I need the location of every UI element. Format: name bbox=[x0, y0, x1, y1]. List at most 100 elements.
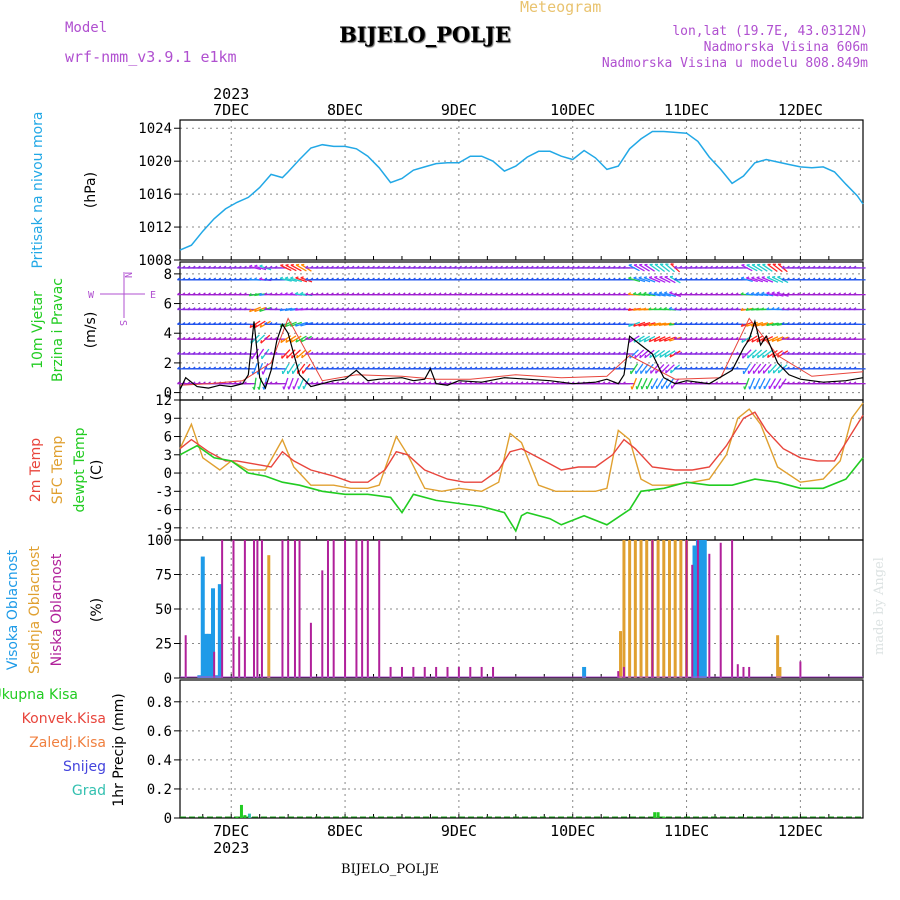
cloud-bar bbox=[736, 664, 739, 678]
wind-arrow-head bbox=[842, 366, 847, 370]
wind-arrow-head bbox=[361, 351, 365, 355]
wind-arrow-head bbox=[658, 306, 662, 310]
wind-arrow-head bbox=[301, 354, 304, 358]
wind-arrow-head bbox=[269, 351, 273, 355]
wind-arrow-head bbox=[679, 366, 683, 370]
wind-arrow-head bbox=[654, 276, 658, 278]
wind-arrow-head bbox=[494, 307, 498, 311]
wind-arrow-head bbox=[356, 307, 360, 311]
wind-arrow-head bbox=[817, 366, 821, 370]
wind-arrow bbox=[252, 362, 258, 375]
wind-arrow-head bbox=[305, 292, 309, 296]
wind-arrow-head bbox=[597, 381, 601, 385]
wind-arrow-head bbox=[591, 336, 596, 340]
wind-arrow-head bbox=[704, 351, 708, 355]
wind-arrow-head bbox=[302, 385, 305, 390]
wind-arrow-head bbox=[407, 307, 411, 311]
wind-arrow-head bbox=[279, 276, 284, 280]
wind-arrow-head bbox=[515, 322, 519, 325]
wind-arrow-head bbox=[228, 292, 232, 296]
wind-arrow-head bbox=[771, 338, 775, 342]
wind-arrow bbox=[664, 292, 676, 297]
wind-arrow-head bbox=[340, 381, 345, 385]
wind-arrow-head bbox=[668, 322, 672, 326]
wind-arrow-head bbox=[453, 292, 457, 296]
wind-arrow-head bbox=[207, 336, 211, 340]
wind-arrow-head bbox=[417, 381, 421, 385]
y-tick-label: 0 bbox=[164, 671, 172, 687]
wind-arrow-head bbox=[730, 381, 734, 385]
wind-arrow-head bbox=[684, 292, 688, 296]
wind-arrow-head bbox=[612, 307, 616, 311]
wind-arrow-head bbox=[622, 307, 626, 311]
y-tick-label: 0 bbox=[164, 466, 172, 482]
wind-speed-line bbox=[179, 319, 864, 390]
wind-arrow-head bbox=[709, 366, 713, 370]
wind-arrow-head bbox=[422, 277, 427, 281]
wind-arrow-head bbox=[791, 322, 795, 325]
wind-arrow-head bbox=[848, 366, 852, 370]
wind-arrow-head bbox=[197, 381, 201, 385]
wind-arrow-head bbox=[550, 381, 555, 385]
wind-arrow-head bbox=[709, 322, 713, 325]
wind-arrow-head bbox=[223, 277, 227, 281]
y-tick-label: 75 bbox=[155, 568, 172, 584]
wind-arrow-head bbox=[325, 292, 329, 296]
wind-arrow-head bbox=[361, 265, 365, 269]
wind-arrow bbox=[771, 276, 784, 284]
wind-arrow-head bbox=[228, 366, 232, 370]
wind-arrow-head bbox=[330, 381, 334, 385]
wind-arrow-head bbox=[638, 276, 642, 279]
wind-arrow-head bbox=[504, 277, 509, 281]
wind-arrow-head bbox=[269, 322, 273, 325]
wind-arrow-head bbox=[607, 277, 611, 281]
wind-arrow-head bbox=[371, 307, 375, 311]
wind-arrow-head bbox=[842, 381, 847, 385]
wind-arrow-head bbox=[714, 351, 719, 355]
wind-arrow-head bbox=[673, 277, 678, 281]
wind-arrow-head bbox=[315, 336, 319, 340]
wind-arrow-head bbox=[740, 292, 744, 295]
wind-arrow-head bbox=[530, 351, 534, 355]
wind-arrow-head bbox=[817, 351, 821, 355]
wind-arrow-head bbox=[305, 277, 309, 281]
wind-arrow-head bbox=[684, 351, 688, 355]
wind-arrow-head bbox=[407, 336, 411, 340]
wind-arrow-head bbox=[443, 336, 447, 340]
wind-arrow-head bbox=[366, 307, 370, 311]
wind-arrow-head bbox=[545, 381, 550, 385]
wind-arrow-head bbox=[751, 354, 754, 359]
wind-arrow-head bbox=[725, 336, 729, 340]
wind-arrow-head bbox=[243, 381, 247, 385]
wind-arrow-head bbox=[264, 336, 268, 340]
bottom-day-label: 12DEC bbox=[778, 822, 823, 840]
wind-arrow-head bbox=[504, 307, 509, 311]
wind-arrow-head bbox=[269, 292, 273, 296]
wind-arrow-head bbox=[387, 277, 391, 281]
wind-arrow-head bbox=[397, 336, 401, 340]
y-tick-label: -3 bbox=[155, 484, 172, 500]
precip-bar bbox=[653, 812, 657, 818]
wind-arrow-head bbox=[786, 322, 790, 325]
wind-arrow-head bbox=[387, 351, 391, 355]
wind-arrow bbox=[751, 277, 764, 283]
wind-arrow bbox=[648, 276, 661, 283]
wind-arrow-head bbox=[832, 277, 836, 281]
wind-arrow-head bbox=[837, 307, 842, 311]
wind-arrow bbox=[295, 277, 308, 283]
wind-arrow-head bbox=[197, 336, 201, 340]
cloud-bar bbox=[633, 540, 637, 678]
wind-arrow-head bbox=[612, 277, 616, 281]
wind-arrow bbox=[664, 276, 676, 284]
wind-arrow-head bbox=[627, 292, 632, 295]
wind-arrow-head bbox=[735, 292, 739, 296]
wind-arrow-head bbox=[376, 307, 380, 311]
wind-arrow-head bbox=[290, 276, 294, 279]
wind-arrow-head bbox=[540, 292, 544, 296]
wind-arrow-head bbox=[269, 381, 273, 385]
wind-arrow-head bbox=[801, 351, 806, 355]
wind-arrow-head bbox=[561, 322, 565, 325]
cloud-bar bbox=[213, 651, 216, 678]
wind-arrow-head bbox=[422, 381, 427, 385]
wind-arrow-head bbox=[525, 307, 529, 311]
